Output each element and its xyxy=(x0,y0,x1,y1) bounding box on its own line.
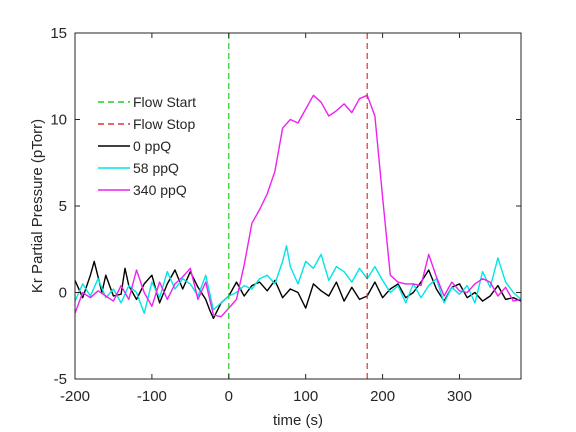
x-tick-label: -200 xyxy=(60,388,90,405)
y-tick-label: 10 xyxy=(50,112,67,129)
legend: Flow Start Flow Stop 0 ppQ 58 ppQ 340 ppQ xyxy=(98,94,196,198)
y-tick-label: 15 xyxy=(50,25,67,42)
x-tick-label: -100 xyxy=(137,388,167,405)
series-line-2 xyxy=(74,245,522,314)
legend-label: Flow Stop xyxy=(133,116,195,132)
axes-frame xyxy=(74,32,522,380)
x-tick-label: 0 xyxy=(225,388,233,405)
x-axis-label: time (s) xyxy=(273,412,323,429)
x-tick-label: 200 xyxy=(370,388,395,405)
legend-label: 58 ppQ xyxy=(133,160,179,176)
x-tick-label: 300 xyxy=(447,388,472,405)
y-tick-label: 0 xyxy=(59,285,67,302)
axis-ticks: -200 -100 0 100 200 300 -5 0 5 10 15 xyxy=(50,25,521,405)
series-line-3 xyxy=(74,94,522,318)
y-axis-label: Kr Partial Pressure (pTorr) xyxy=(29,119,46,293)
x-tick-label: 100 xyxy=(293,388,318,405)
legend-label: 0 ppQ xyxy=(133,138,171,154)
legend-label: Flow Start xyxy=(133,94,196,110)
legend-label: 340 ppQ xyxy=(133,182,187,198)
plot-area xyxy=(74,33,522,379)
y-tick-label: 5 xyxy=(59,198,67,215)
y-tick-label: -5 xyxy=(54,371,67,388)
